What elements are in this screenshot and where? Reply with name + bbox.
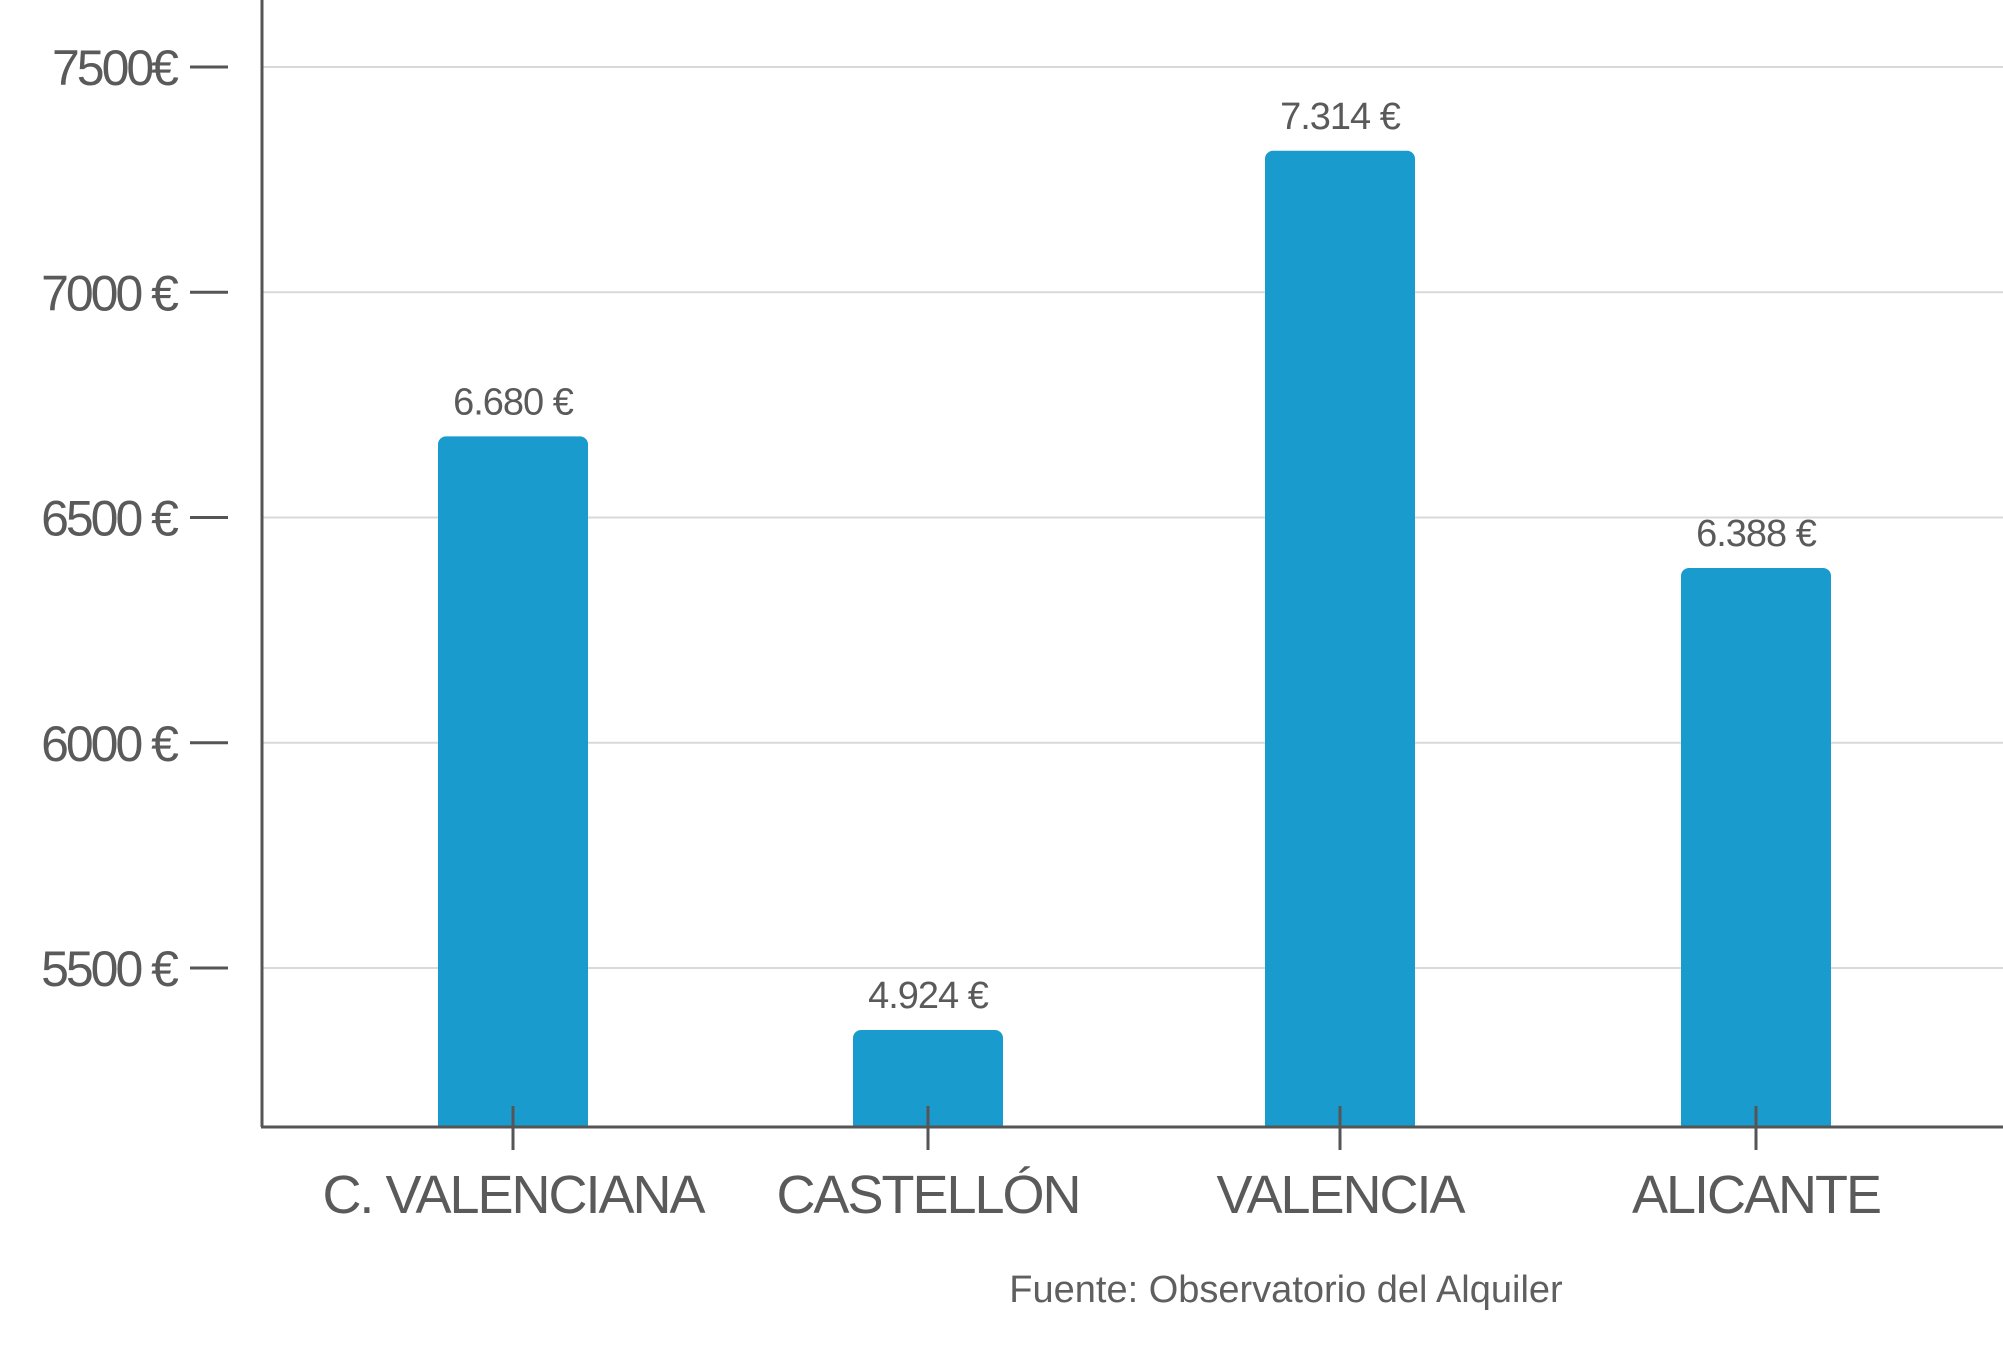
bar-data-label: 4.924 € — [868, 975, 989, 1017]
x-tick-label: VALENCIA — [1216, 1165, 1465, 1225]
x-tick-label: ALICANTE — [1632, 1165, 1880, 1225]
bar — [1681, 567, 1831, 1127]
source-note: Fuente: Observatorio del Alquiler — [1009, 1269, 1563, 1311]
bar-data-label: 6.388 € — [1696, 513, 1817, 555]
x-axis-ticks: C. VALENCIANA CASTELLÓN VALENCIA ALICANTE — [322, 1106, 1882, 1225]
bar-truncated — [853, 1030, 1003, 1127]
axes — [260, 0, 2003, 1129]
bar-data-label: 7.314 € — [1280, 96, 1401, 138]
data-labels: 6.680 € 4.924 € 7.314 € 6.388 € — [453, 96, 1818, 1017]
x-tick-label: C. VALENCIANA — [322, 1165, 705, 1225]
bar — [438, 436, 588, 1127]
y-tick-label: 6000 € — [41, 716, 179, 772]
y-tick-label: 7000 € — [41, 265, 179, 321]
bar-data-label: 6.680 € — [453, 381, 574, 423]
y-tick-label: 7500€ — [52, 40, 179, 96]
y-tick-label: 5500 € — [41, 941, 179, 997]
y-axis-ticks: 5500 € 6000 € 6500 € 7000 € 7500€ — [41, 40, 228, 997]
y-tick-label: 6500 € — [41, 491, 179, 547]
bars — [438, 150, 1831, 1128]
x-tick-label: CASTELLÓN — [776, 1165, 1079, 1225]
bar — [1265, 150, 1415, 1128]
